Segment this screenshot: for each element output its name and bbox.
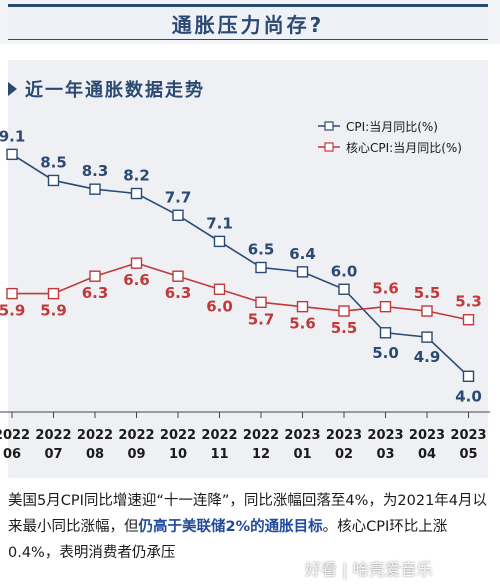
core-cpi-marker [47, 287, 60, 300]
cpi-data-label: 4.0 [455, 387, 482, 405]
core-cpi-data-label: 5.3 [455, 293, 482, 311]
x-tick-month: 04 [418, 447, 436, 462]
x-tick-month: 06 [3, 447, 21, 462]
cpi-data-label: 8.5 [40, 153, 67, 171]
core-cpi-data-label: 5.5 [414, 284, 441, 302]
cpi-data-label: 6.0 [331, 262, 358, 280]
legend-label: CPI:当月同比(%) [346, 120, 438, 134]
x-tick-month: 07 [44, 447, 62, 462]
chart-title: 近一年通胀数据走势 [25, 80, 205, 101]
cpi-data-label: 9.1 [0, 127, 25, 145]
x-tick-year: 2023 [450, 428, 486, 443]
watermark: 好看 | 哈亮爱音乐 [305, 560, 433, 579]
core-cpi-data-label: 6.3 [82, 284, 109, 302]
core-cpi-marker [213, 283, 226, 295]
x-tick-month: 01 [293, 447, 311, 462]
cpi-marker [379, 327, 392, 339]
cpi-marker [462, 370, 475, 382]
cpi-data-label: 6.5 [248, 241, 275, 259]
caption-highlight: 仍高于美联储2%的通胀目标 [138, 519, 323, 535]
x-tick-year: 2022 [201, 428, 237, 443]
core-cpi-marker [255, 296, 267, 309]
cpi-marker [47, 174, 60, 187]
legend-marker [324, 121, 334, 131]
core-cpi-data-label: 5.7 [248, 310, 275, 328]
core-cpi-marker [130, 257, 143, 269]
cpi-data-label: 8.3 [82, 162, 109, 180]
cpi-marker [172, 209, 184, 221]
core-cpi-line [12, 262, 469, 321]
x-tick-month: 05 [459, 447, 477, 462]
core-cpi-marker [379, 300, 392, 313]
legend-marker [324, 142, 334, 152]
core-cpi-data-label: 5.6 [372, 280, 399, 298]
chart-subtitle: 近一年通胀数据走势 [8, 76, 205, 102]
core-cpi-data-label: 5.9 [0, 302, 25, 320]
x-tick-year: 2023 [367, 428, 403, 443]
core-cpi-data-label: 6.0 [206, 297, 233, 315]
core-cpi-data-label: 6.6 [123, 271, 150, 289]
x-tick-year: 2023 [326, 428, 362, 443]
x-tick-month: 02 [335, 447, 353, 462]
core-cpi-marker [338, 305, 350, 317]
title-box: 通胀压力尚存? [8, 4, 488, 40]
x-tick-month: 03 [376, 447, 394, 462]
cpi-line [11, 153, 470, 377]
x-tick-year: 2022 [0, 428, 30, 443]
core-cpi-data-label: 5.6 [289, 315, 316, 333]
caption-part1: 美国5月CPI同比增速迎“十一连降”，同比涨幅回落至4%，为2021年4月以来最… [8, 493, 488, 535]
core-cpi-marker [462, 314, 475, 326]
cpi-marker [89, 183, 101, 195]
core-cpi-marker [6, 287, 18, 300]
x-tick-year: 2022 [118, 428, 154, 443]
caption-part2: 。核心CPI环比上涨0.4%，表明消费者仍承压 [8, 519, 448, 561]
x-tick-year: 2022 [35, 428, 71, 443]
chart-panel [8, 60, 488, 478]
x-tick-month: 09 [127, 447, 145, 462]
x-tick-year: 2022 [243, 428, 279, 443]
x-tick-month: 10 [169, 447, 187, 462]
cpi-marker [296, 266, 309, 278]
cpi-data-label: 5.0 [372, 344, 399, 362]
core-cpi-marker [296, 300, 309, 313]
core-cpi-data-label: 5.5 [331, 319, 358, 337]
core-cpi-marker [172, 270, 184, 282]
cpi-marker [421, 331, 433, 343]
core-cpi-marker [421, 305, 433, 317]
cpi-data-label: 4.9 [414, 348, 441, 366]
page-title: 通胀压力尚存? [171, 12, 325, 37]
cpi-data-label: 7.1 [206, 214, 233, 232]
cpi-marker [6, 148, 18, 161]
triangle-bullet-icon [8, 82, 17, 96]
cpi-data-label: 7.7 [165, 188, 192, 206]
cpi-data-label: 6.4 [289, 245, 316, 263]
core-cpi-data-label: 6.3 [165, 284, 192, 302]
cpi-marker [213, 235, 226, 248]
x-tick-year: 2023 [284, 428, 320, 443]
core-cpi-data-label: 5.9 [40, 302, 67, 320]
x-tick-month: 12 [252, 447, 270, 462]
x-tick-year: 2022 [160, 428, 196, 443]
x-tick-year: 2022 [77, 428, 113, 443]
cpi-data-label: 8.2 [123, 167, 150, 185]
legend-label: 核心CPI:当月同比(%) [346, 141, 462, 155]
x-tick-year: 2023 [409, 428, 445, 443]
cpi-marker [338, 283, 350, 295]
line-chart: 2022 06 2022 07 2022 08 2022 09 2022 10 2022 11 2022… [0, 120, 490, 462]
cpi-marker [130, 187, 143, 200]
core-cpi-marker [89, 270, 101, 282]
x-tick-month: 11 [210, 447, 228, 462]
x-tick-month: 08 [86, 447, 104, 462]
cpi-marker [255, 261, 267, 274]
caption-text: 美国5月CPI同比增速迎“十一连降”，同比涨幅回落至4%，为2021年4月以来最… [8, 488, 493, 566]
